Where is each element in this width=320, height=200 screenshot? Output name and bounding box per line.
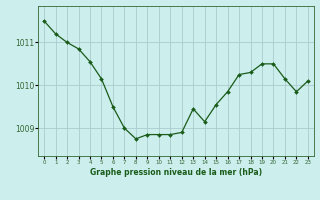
X-axis label: Graphe pression niveau de la mer (hPa): Graphe pression niveau de la mer (hPa) — [90, 168, 262, 177]
